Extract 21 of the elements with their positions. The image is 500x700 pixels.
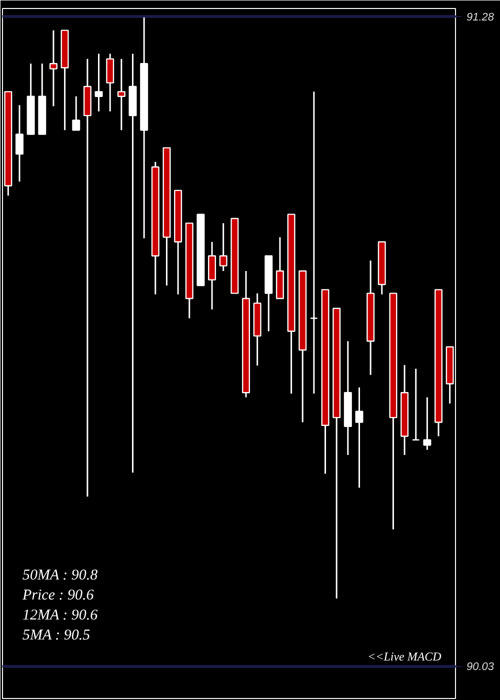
candlestick (355, 386, 364, 488)
annotation: 50MA : 90.8 (22, 568, 98, 584)
candlestick (128, 52, 137, 474)
annotation: Price : 90.6 (22, 588, 94, 604)
candlestick (310, 90, 318, 394)
candlestick (72, 96, 80, 131)
candlestick (106, 52, 114, 112)
candlestick (15, 104, 24, 182)
annotation: 12MA : 90.6 (22, 608, 98, 624)
candlestick (412, 368, 420, 441)
candlestick (83, 58, 92, 498)
annotation: <<Live MACD (368, 650, 442, 664)
candlestick (219, 222, 228, 272)
candlestick (117, 58, 126, 131)
candlestick (94, 52, 103, 112)
y-tick-label: 90.03 (466, 661, 495, 674)
y-tick-label: 91.28 (466, 11, 495, 24)
candlestick (49, 30, 58, 107)
candlestick (423, 396, 432, 451)
annotation: 5MA : 90.5 (22, 628, 91, 644)
candlestick (208, 241, 216, 310)
